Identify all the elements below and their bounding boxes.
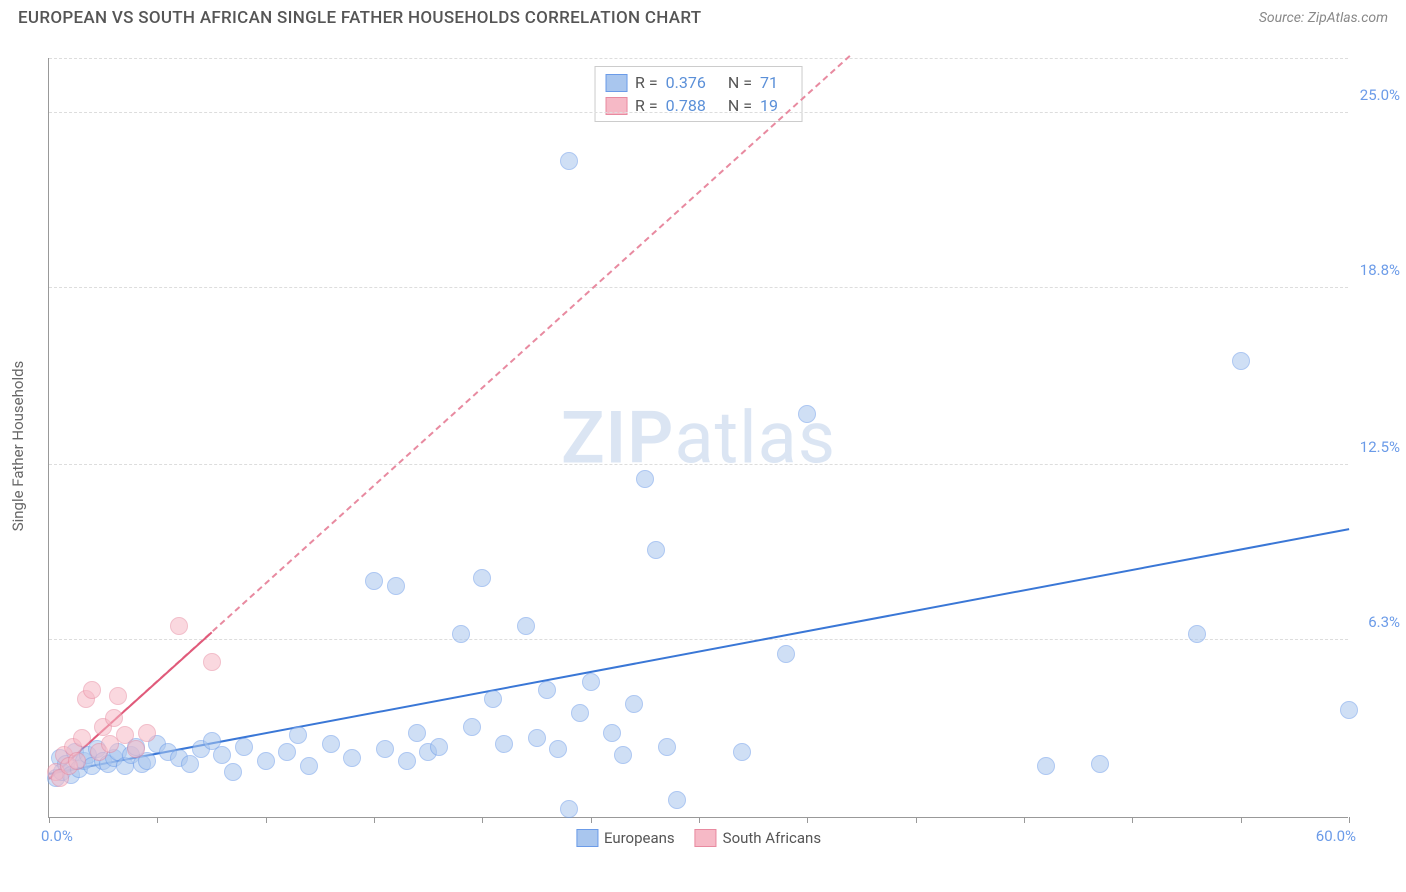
- data-point: [1188, 625, 1206, 643]
- legend-swatch-europeans: [576, 829, 598, 847]
- data-point: [647, 541, 665, 559]
- data-point: [582, 673, 600, 691]
- data-point: [614, 746, 632, 764]
- data-point: [452, 625, 470, 643]
- x-tick: [1349, 817, 1350, 823]
- x-tick: [1024, 817, 1025, 823]
- data-point: [105, 709, 123, 727]
- data-point: [170, 617, 188, 635]
- y-tick-label: 12.5%: [1360, 438, 1400, 456]
- data-point: [603, 724, 621, 742]
- data-point: [625, 695, 643, 713]
- data-point: [1340, 701, 1358, 719]
- data-point: [127, 740, 145, 758]
- data-point: [463, 718, 481, 736]
- data-point: [798, 405, 816, 423]
- data-point: [517, 617, 535, 635]
- grid-line: [49, 58, 1348, 59]
- y-axis-title: Single Father Households: [9, 361, 27, 532]
- legend-swatch-south-africans: [695, 829, 717, 847]
- n-label: N =: [728, 73, 752, 92]
- x-tick: [157, 817, 158, 823]
- grid-line: [49, 639, 1348, 640]
- r-label: R =: [635, 73, 658, 92]
- x-tick: [49, 817, 50, 823]
- watermark-bold: ZIP: [561, 395, 674, 480]
- data-point: [213, 746, 231, 764]
- data-point: [376, 740, 394, 758]
- scatter-chart: ZIPatlas R = 0.376 N = 71 R = 0.788 N = …: [48, 58, 1348, 818]
- x-tick: [266, 817, 267, 823]
- y-tick-label: 18.8%: [1360, 261, 1400, 279]
- data-point: [484, 690, 502, 708]
- page-title: EUROPEAN VS SOUTH AFRICAN SINGLE FATHER …: [18, 8, 701, 28]
- data-point: [289, 726, 307, 744]
- data-point: [73, 729, 91, 747]
- y-tick-label: 25.0%: [1360, 86, 1400, 104]
- data-point: [387, 577, 405, 595]
- data-point: [473, 569, 491, 587]
- x-tick: [374, 817, 375, 823]
- data-point: [658, 738, 676, 756]
- legend-label-south-africans: South Africans: [723, 829, 821, 847]
- data-point: [365, 572, 383, 590]
- data-point: [668, 791, 686, 809]
- x-tick: [807, 817, 808, 823]
- data-point: [203, 653, 221, 671]
- x-tick: [1241, 817, 1242, 823]
- stats-legend: R = 0.376 N = 71 R = 0.788 N = 19: [594, 66, 803, 122]
- data-point: [398, 752, 416, 770]
- data-point: [430, 738, 448, 756]
- x-max-label: 60.0%: [1316, 827, 1356, 845]
- data-point: [408, 724, 426, 742]
- data-point: [68, 752, 86, 770]
- data-point: [235, 738, 253, 756]
- data-point: [109, 687, 127, 705]
- stats-row-europeans: R = 0.376 N = 71: [605, 71, 792, 94]
- data-point: [495, 735, 513, 753]
- data-point: [224, 763, 242, 781]
- data-point: [1037, 757, 1055, 775]
- data-point: [538, 681, 556, 699]
- r-value-europeans: 0.376: [666, 73, 706, 92]
- data-point: [257, 752, 275, 770]
- data-point: [322, 735, 340, 753]
- data-point: [549, 740, 567, 758]
- data-point: [300, 757, 318, 775]
- x-min-label: 0.0%: [41, 827, 73, 845]
- data-point: [83, 681, 101, 699]
- data-point: [528, 729, 546, 747]
- data-point: [571, 704, 589, 722]
- grid-line: [49, 287, 1348, 288]
- legend-label-europeans: Europeans: [604, 829, 675, 847]
- x-tick: [699, 817, 700, 823]
- data-point: [777, 645, 795, 663]
- grid-line: [49, 112, 1348, 113]
- watermark: ZIPatlas: [561, 395, 836, 480]
- data-point: [560, 152, 578, 170]
- stats-row-south-africans: R = 0.788 N = 19: [605, 94, 792, 117]
- source-label: Source: ZipAtlas.com: [1259, 10, 1388, 26]
- x-tick: [916, 817, 917, 823]
- y-tick-label: 6.3%: [1368, 613, 1400, 631]
- data-point: [636, 470, 654, 488]
- data-point: [278, 743, 296, 761]
- data-point: [138, 724, 156, 742]
- grid-line: [49, 464, 1348, 465]
- data-point: [343, 749, 361, 767]
- n-value-europeans: 71: [760, 73, 778, 92]
- legend-item-europeans: Europeans: [576, 829, 675, 847]
- x-tick: [482, 817, 483, 823]
- data-point: [1091, 755, 1109, 773]
- x-tick: [591, 817, 592, 823]
- series-legend: Europeans South Africans: [576, 829, 821, 847]
- swatch-europeans: [605, 74, 627, 92]
- data-point: [733, 743, 751, 761]
- x-tick: [1132, 817, 1133, 823]
- legend-item-south-africans: South Africans: [695, 829, 821, 847]
- data-point: [560, 800, 578, 818]
- data-point: [1232, 352, 1250, 370]
